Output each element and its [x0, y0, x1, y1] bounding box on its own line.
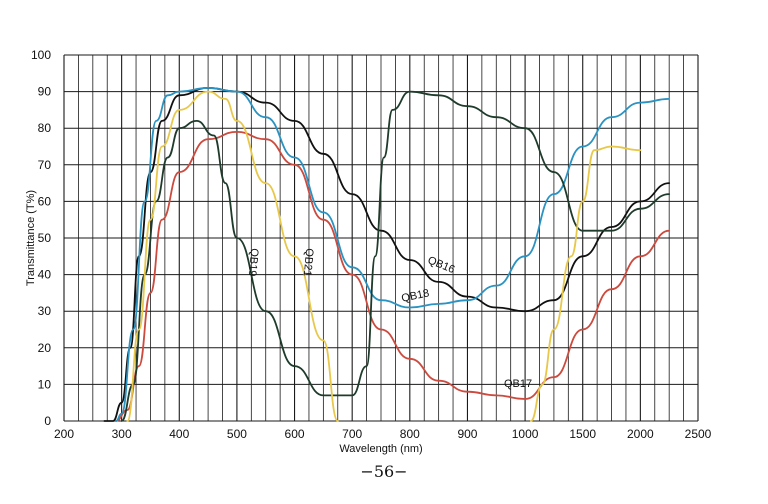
y-tick-labels: 0 10 20 30 40 50 60 70 80 90 100 [31, 48, 51, 428]
x-tick-label: 2000 [627, 427, 654, 441]
x-tick-label: 700 [342, 427, 362, 441]
chart-grid [63, 54, 699, 422]
y-tick-label: 0 [44, 414, 51, 428]
series-line-qb21 [126, 90, 339, 422]
curve-label-qb16: QB16 [426, 254, 457, 276]
x-tick-label: 1500 [569, 427, 596, 441]
curve-label-qb17: QB17 [504, 378, 532, 390]
y-tick-label: 100 [31, 48, 51, 62]
x-tick-label: 600 [285, 427, 305, 441]
series-line-qb17 [115, 130, 671, 422]
series-line-qb19 [120, 90, 671, 422]
x-tick-label: 400 [169, 427, 189, 441]
y-tick-label: 30 [38, 304, 52, 318]
y-tick-label: 20 [38, 341, 52, 355]
curve-labels: QB16 QB17 QB18 QB19 QB21 [246, 248, 532, 390]
x-tick-label: 800 [400, 427, 420, 441]
x-tick-label: 2500 [685, 427, 712, 441]
x-tick-label: 900 [457, 427, 477, 441]
x-axis-label: Wavelength (nm) [339, 443, 422, 455]
series-line-qb16 [103, 86, 671, 422]
series-line-qb18 [115, 86, 671, 422]
page-number: −56− [360, 462, 408, 481]
y-tick-label: 60 [38, 194, 52, 208]
y-tick-label: 90 [38, 85, 52, 99]
chart-curves [103, 86, 671, 422]
y-axis-label: Transmittance (T%) [25, 190, 37, 286]
series-line-qb21 [530, 145, 642, 422]
y-tick-label: 80 [38, 121, 52, 135]
y-tick-label: 10 [38, 377, 52, 391]
y-tick-label: 50 [38, 231, 52, 245]
x-tick-labels: 200 300 400 500 600 700 800 900 1000 1500 2000 2500 [54, 427, 712, 441]
x-tick-label: 1000 [512, 427, 539, 441]
curve-label-qb19: QB19 [246, 248, 260, 277]
y-tick-label: 40 [38, 268, 52, 282]
x-tick-label: 200 [54, 427, 74, 441]
x-tick-label: 300 [112, 427, 132, 441]
x-tick-label: 500 [227, 427, 247, 441]
y-tick-label: 70 [38, 158, 52, 172]
curve-label-qb18: QB18 [400, 287, 430, 305]
curve-label-qb21: QB21 [301, 248, 315, 277]
